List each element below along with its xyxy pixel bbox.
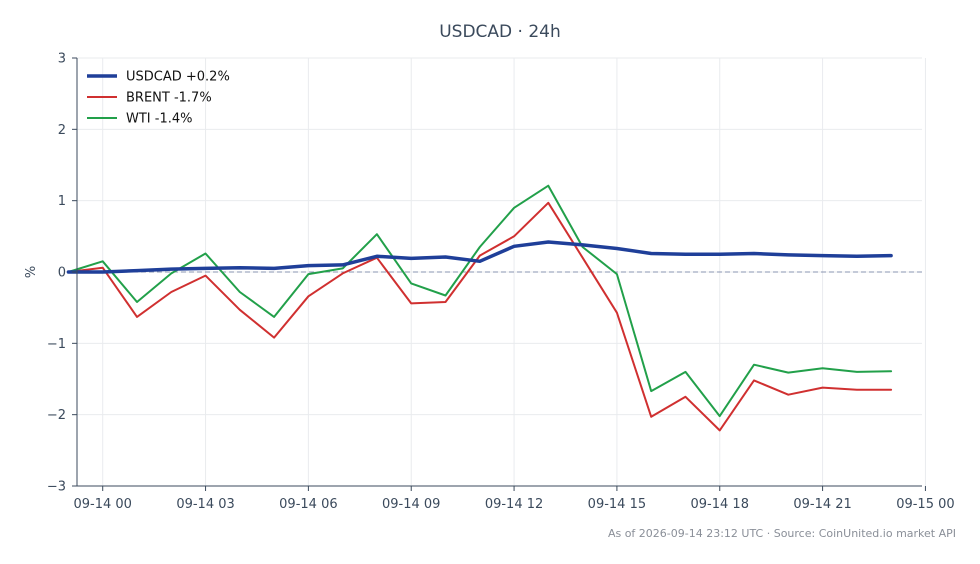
x-tick-label: 09-14 21 [793, 497, 851, 512]
y-tick-label: −2 [47, 408, 66, 423]
chart-title: USDCAD · 24h [439, 22, 561, 42]
x-tick-label: 09-15 00 [896, 497, 954, 512]
series-layer [66, 184, 893, 432]
y-tick-label: 0 [58, 266, 66, 281]
legend-label: WTI -1.4% [126, 112, 192, 127]
series-line-2 [67, 184, 893, 418]
y-axis-label: % [24, 266, 39, 278]
x-tick-label: 09-14 15 [588, 497, 646, 512]
series-line-0 [66, 240, 893, 274]
series-line-1 [67, 201, 893, 432]
axes: −3 −2 −1 0 1 2 3 09-14 00 09-14 03 09-14 06 09-14 … [47, 52, 955, 513]
y-tick-label: −3 [47, 480, 66, 495]
x-tick-label: 09-14 00 [73, 497, 131, 512]
x-tick-label: 09-14 06 [279, 497, 337, 512]
y-tick-label: 2 [58, 123, 66, 138]
x-tick-label: 09-14 18 [691, 497, 749, 512]
y-tick-label: −1 [47, 337, 66, 352]
y-tick-label: 3 [58, 52, 66, 67]
legend: USDCAD +0.2% BRENT -1.7% WTI -1.4% [87, 70, 230, 127]
x-tick-label: 09-14 03 [176, 497, 234, 512]
legend-label: USDCAD +0.2% [126, 70, 230, 85]
x-tick-label: 09-14 12 [485, 497, 543, 512]
footer-source: As of 2026-09-14 23:12 UTC · Source: Coi… [608, 527, 956, 540]
y-tick-label: 1 [58, 194, 66, 209]
legend-label: BRENT -1.7% [126, 91, 212, 106]
x-tick-label: 09-14 09 [382, 497, 440, 512]
